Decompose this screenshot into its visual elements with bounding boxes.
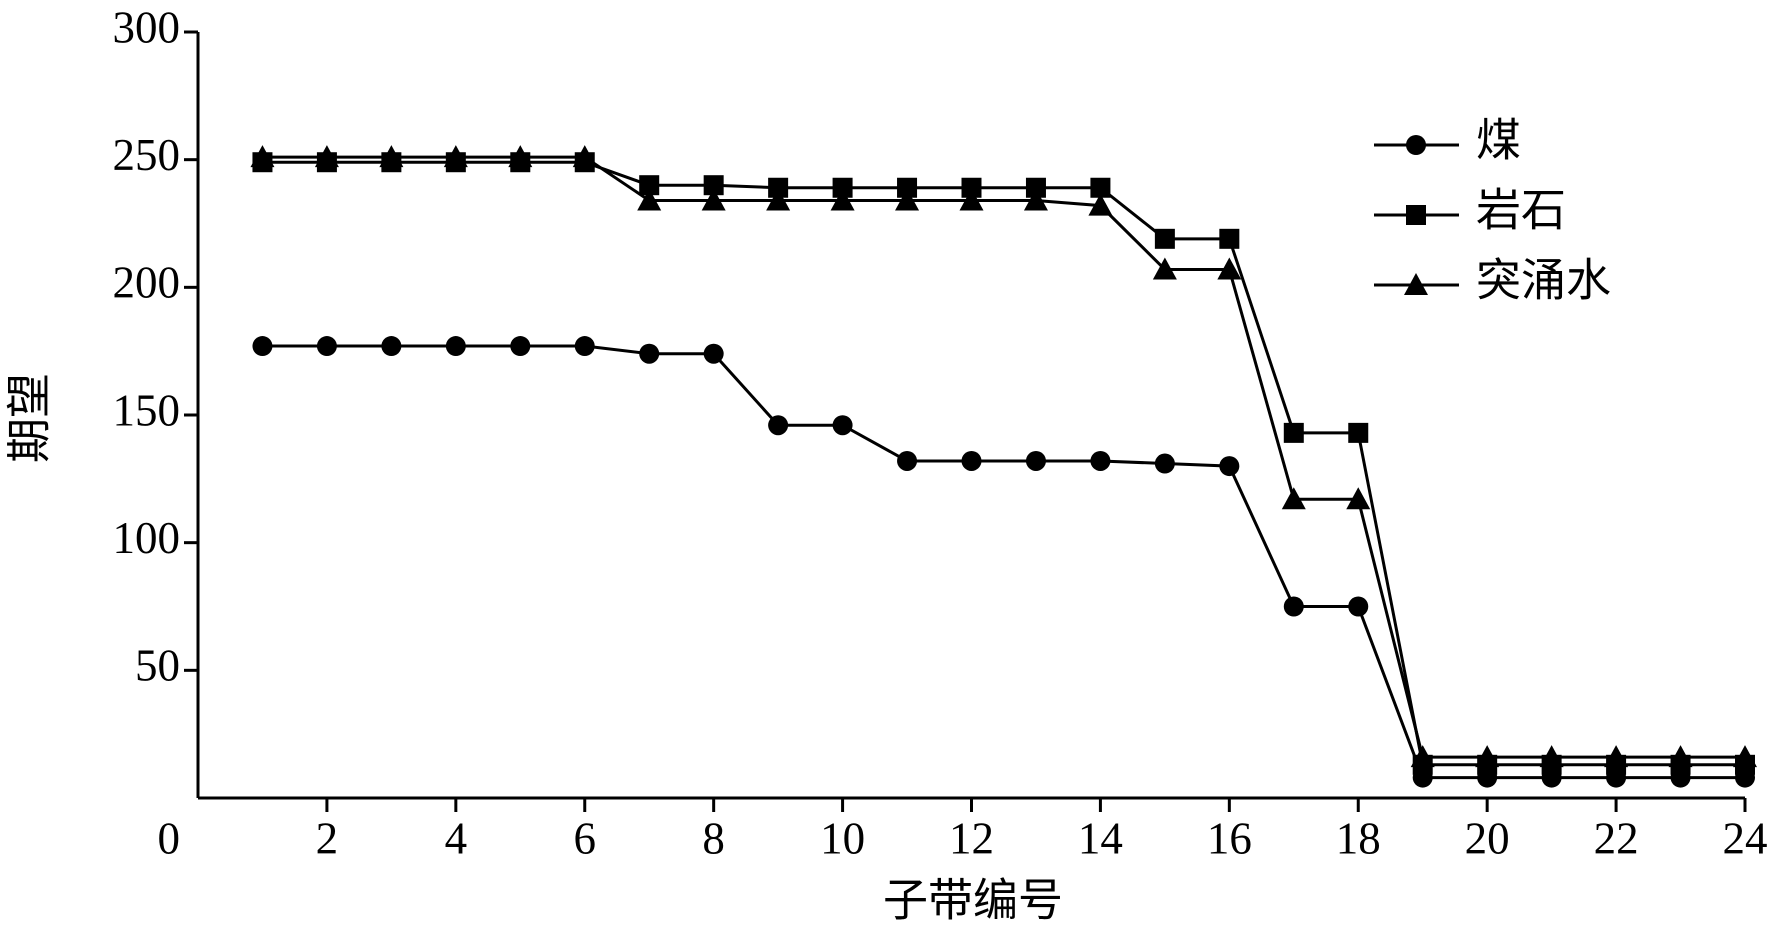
y-tick-label: 300 xyxy=(113,2,181,52)
point xyxy=(959,188,984,211)
x-tick-label: 4 xyxy=(445,813,468,863)
point xyxy=(1404,273,1428,295)
point xyxy=(379,145,404,168)
point xyxy=(1023,188,1048,211)
point xyxy=(1406,205,1426,225)
point xyxy=(639,343,660,364)
x-tick-label: 2 xyxy=(316,813,339,863)
point xyxy=(768,415,789,436)
point xyxy=(1152,257,1177,280)
point xyxy=(1475,745,1500,768)
point xyxy=(832,415,853,436)
point xyxy=(701,188,726,211)
y-tick-label: 100 xyxy=(113,513,181,563)
series-line xyxy=(262,160,1745,767)
point xyxy=(639,175,660,196)
x-tick-label: 14 xyxy=(1078,813,1123,863)
point xyxy=(1154,228,1175,249)
x-tick-label: 0 xyxy=(158,813,181,863)
point xyxy=(1283,422,1304,443)
x-tick-label: 20 xyxy=(1465,813,1510,863)
point xyxy=(443,145,468,168)
x-tick-label: 12 xyxy=(949,813,994,863)
point xyxy=(1668,745,1693,768)
y-tick-label: 200 xyxy=(113,258,181,308)
x-tick-label: 18 xyxy=(1336,813,1381,863)
point xyxy=(1348,422,1369,443)
point xyxy=(961,450,982,471)
y-tick-label: 50 xyxy=(135,641,180,691)
point xyxy=(1733,745,1757,768)
legend-label: 突涌水 xyxy=(1476,255,1611,305)
point xyxy=(1025,450,1046,471)
point xyxy=(1025,177,1046,198)
x-tick-label: 24 xyxy=(1723,813,1768,863)
point xyxy=(510,336,531,357)
point xyxy=(572,145,597,168)
point xyxy=(897,450,918,471)
point xyxy=(1410,745,1435,768)
point xyxy=(1539,745,1564,768)
point xyxy=(1219,456,1240,477)
series-line xyxy=(262,344,1745,780)
point xyxy=(766,188,791,211)
y-tick-label: 150 xyxy=(113,385,181,435)
point xyxy=(574,336,595,357)
point xyxy=(1348,596,1369,617)
x-tick-label: 16 xyxy=(1207,813,1252,863)
point xyxy=(1406,135,1426,155)
point xyxy=(703,175,724,196)
point xyxy=(1088,193,1113,216)
point xyxy=(1604,745,1629,768)
point xyxy=(895,188,920,211)
point xyxy=(1281,487,1306,510)
point xyxy=(1090,177,1111,198)
point xyxy=(897,177,918,198)
x-tick-label: 8 xyxy=(702,813,725,863)
point xyxy=(1283,596,1304,617)
point xyxy=(768,177,789,198)
point xyxy=(703,343,724,364)
point xyxy=(1346,487,1371,510)
y-tick-label: 250 xyxy=(113,130,181,180)
point xyxy=(508,145,533,168)
x-tick-label: 10 xyxy=(820,813,865,863)
point xyxy=(961,177,982,198)
point xyxy=(832,177,853,198)
point xyxy=(1154,453,1175,474)
point xyxy=(316,336,337,357)
y-axis-title: 期望 xyxy=(4,373,54,463)
point xyxy=(381,336,402,357)
legend-label: 岩石 xyxy=(1476,185,1566,235)
legend-label: 煤 xyxy=(1476,115,1521,165)
point xyxy=(1217,257,1242,280)
point xyxy=(1090,450,1111,471)
series-line xyxy=(262,155,1745,759)
point xyxy=(445,336,466,357)
point xyxy=(1219,228,1240,249)
x-axis-title: 子带编号 xyxy=(883,875,1063,925)
point xyxy=(637,188,662,211)
x-tick-label: 22 xyxy=(1594,813,1639,863)
point xyxy=(252,336,273,357)
point xyxy=(250,145,275,168)
point xyxy=(314,145,339,168)
point xyxy=(830,188,855,211)
x-tick-label: 6 xyxy=(574,813,597,863)
